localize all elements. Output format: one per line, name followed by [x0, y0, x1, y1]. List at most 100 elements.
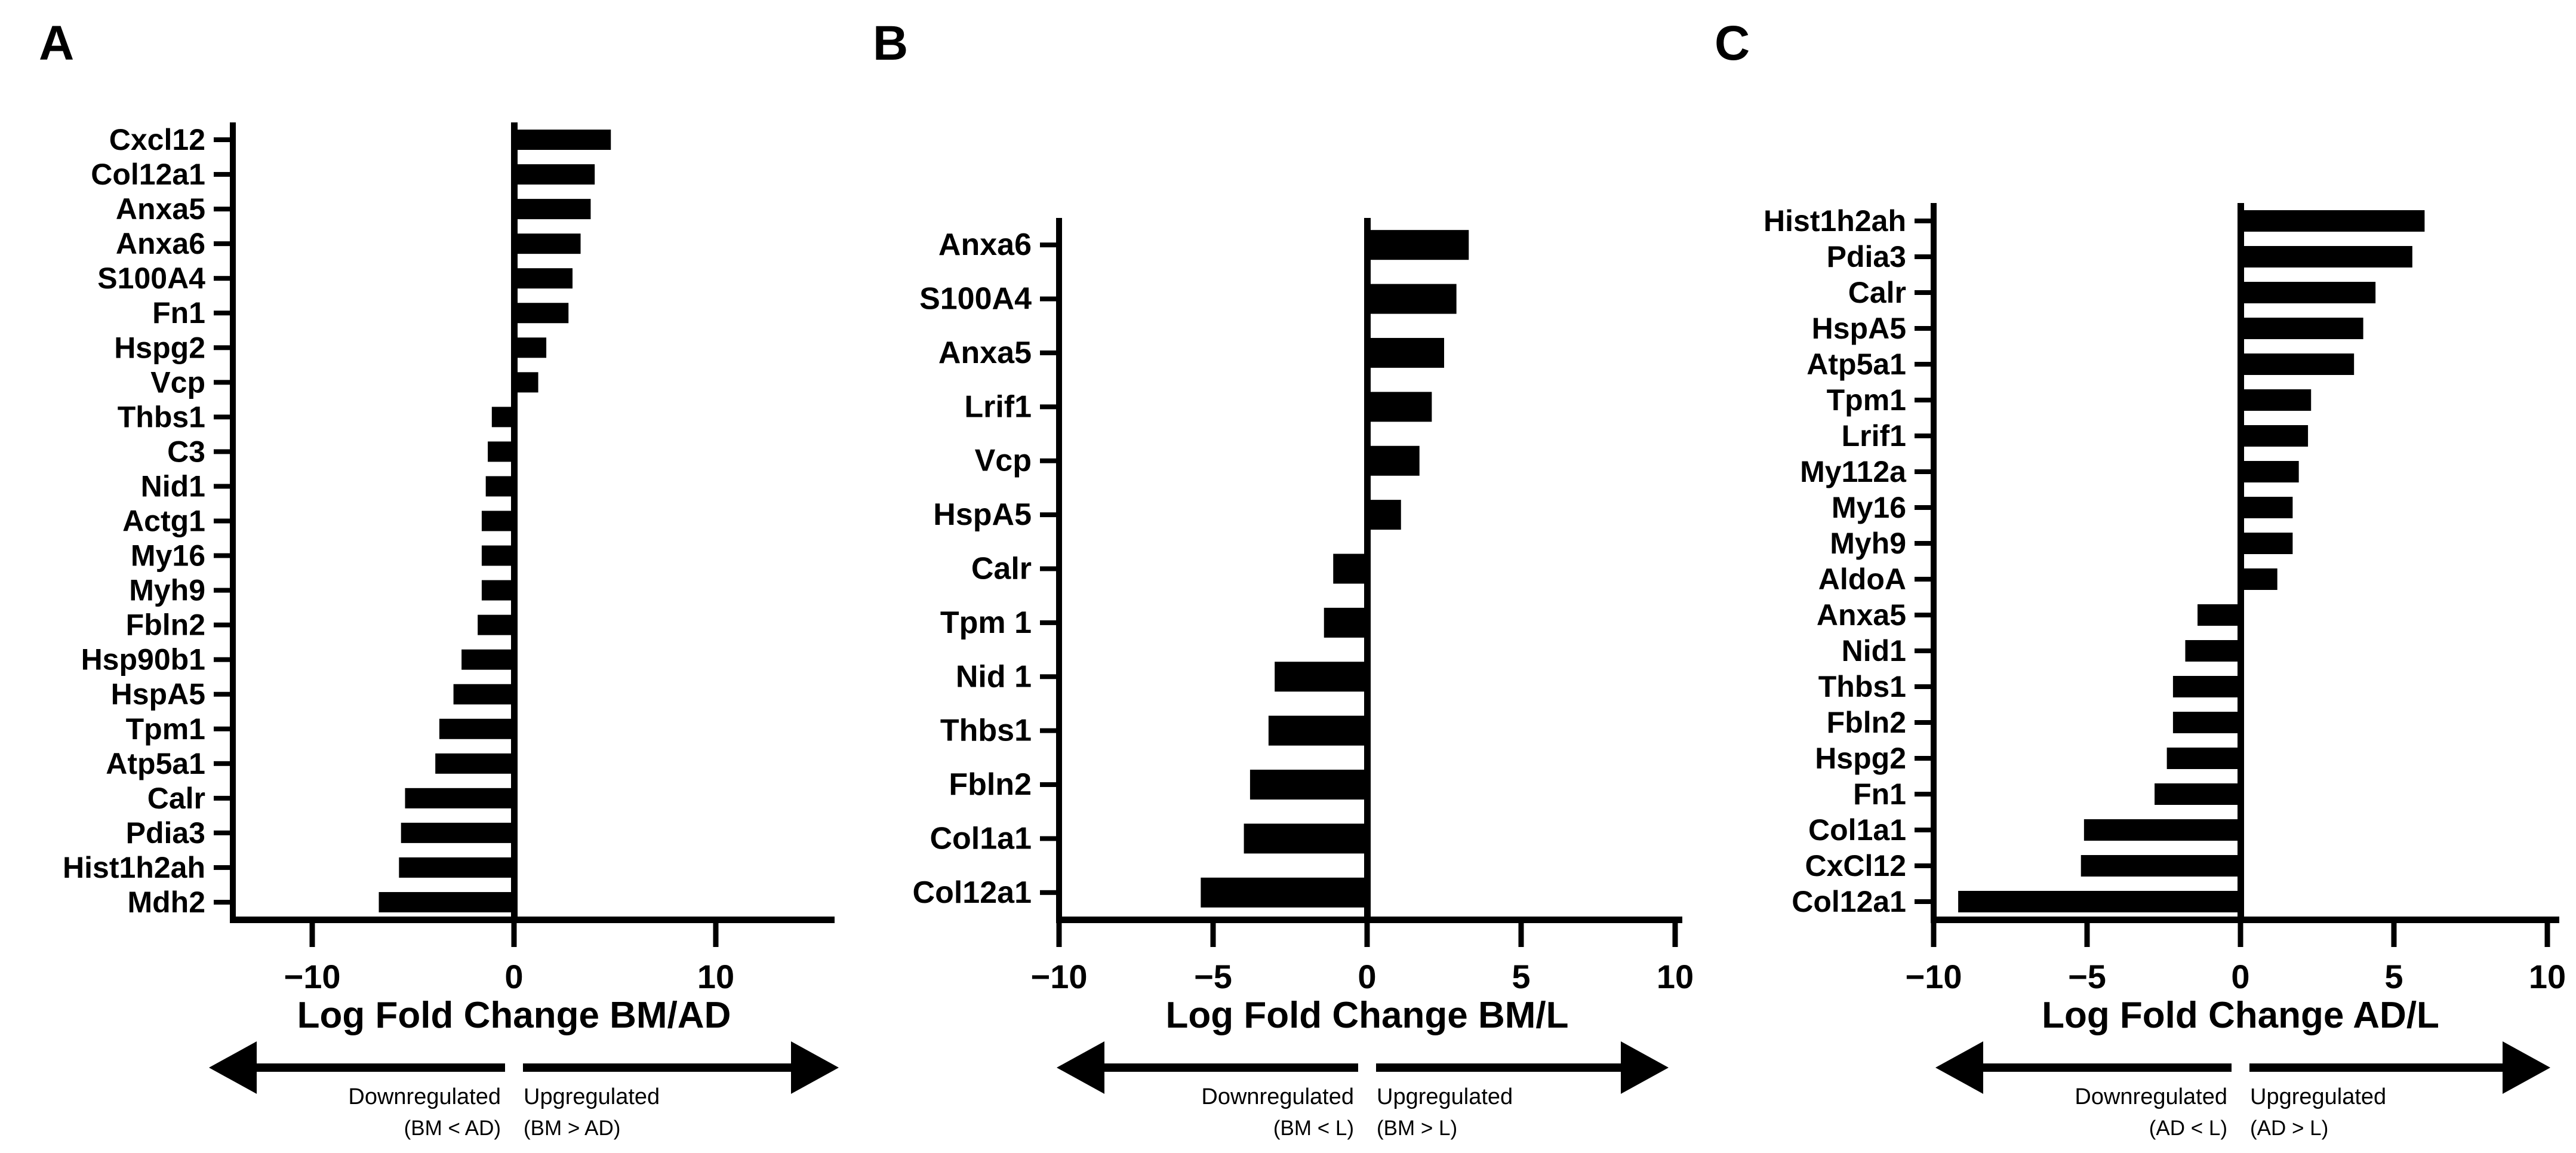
- gene-label: Hist1h2ah: [63, 851, 205, 884]
- bar: [2240, 425, 2309, 447]
- gene-tick: [214, 761, 233, 766]
- bar: [2166, 748, 2240, 769]
- gene-label: Col12a1: [1792, 885, 1906, 918]
- gene-label: Nid1: [1842, 634, 1906, 668]
- gene-label: Calr: [147, 782, 205, 815]
- gene-label: Anxa6: [116, 227, 205, 260]
- x-axis-title-C: Log Fold Change AD/L: [2042, 995, 2439, 1036]
- gene-label: Anxa5: [1817, 598, 1906, 632]
- gene-label: My16: [1832, 491, 1906, 524]
- bar: [481, 511, 514, 531]
- zero-line: [1364, 218, 1371, 923]
- right-arrowhead-icon: [1621, 1041, 1669, 1094]
- gene-tick: [214, 207, 233, 212]
- x-tick: [2238, 923, 2243, 947]
- gene-label: S100A4: [919, 282, 1032, 316]
- x-tick: [1056, 923, 1062, 947]
- x-tick-label: −10: [1906, 958, 1962, 995]
- x-axis-title-A: Log Fold Change BM/AD: [297, 995, 731, 1036]
- bar: [1367, 230, 1469, 260]
- gene-label: Thbs1: [118, 400, 205, 433]
- gene-label: C3: [167, 435, 205, 468]
- bar: [514, 233, 581, 254]
- x-tick: [2391, 923, 2397, 947]
- gene-tick: [214, 691, 233, 697]
- gene-tick: [1040, 620, 1059, 625]
- gene-tick: [214, 172, 233, 177]
- x-tick: [511, 923, 517, 947]
- x-tick: [1210, 923, 1216, 947]
- bar: [2081, 855, 2240, 877]
- bar: [514, 268, 573, 289]
- x-tick: [1672, 923, 1678, 947]
- gene-label: Calr: [1848, 276, 1906, 309]
- gene-tick: [1915, 469, 1934, 474]
- gene-label: Pdia3: [126, 816, 205, 850]
- gene-tick: [214, 622, 233, 628]
- gene-tick: [1915, 326, 1934, 331]
- gene-tick: [1915, 398, 1934, 402]
- gene-label: Atp5a1: [1806, 348, 1906, 381]
- gene-tick: [214, 518, 233, 524]
- x-tick: [1518, 923, 1524, 947]
- gene-label: Fn1: [152, 296, 205, 330]
- gene-tick: [1040, 836, 1059, 841]
- gene-label: My16: [131, 539, 205, 573]
- bar: [2172, 712, 2240, 733]
- gene-tick: [1915, 219, 1934, 223]
- gene-label: Calr: [971, 552, 1032, 586]
- x-tick-label: 10: [2529, 958, 2566, 995]
- gene-tick: [214, 484, 233, 489]
- gene-tick: [214, 449, 233, 454]
- bar: [1201, 877, 1367, 908]
- gene-tick: [214, 241, 233, 247]
- x-tick: [2544, 923, 2550, 947]
- gene-label: Lrif1: [1842, 419, 1906, 453]
- gene-tick: [214, 137, 233, 143]
- right-arrow-shaft: [1376, 1063, 1624, 1072]
- bar: [2240, 246, 2412, 268]
- gene-label: CxCl12: [1805, 849, 1906, 883]
- gene-tick: [1915, 290, 1934, 295]
- gene-label: S100A4: [97, 262, 205, 295]
- panel-letter-C: C: [1715, 16, 1750, 70]
- bar: [514, 164, 595, 185]
- bar: [2240, 497, 2293, 518]
- gene-tick: [1040, 890, 1059, 895]
- gene-tick: [1915, 899, 1934, 904]
- gene-label: Vcp: [975, 444, 1032, 478]
- gene-tick: [1915, 863, 1934, 868]
- x-tick-label: 0: [2231, 958, 2249, 995]
- gene-tick: [1040, 782, 1059, 788]
- bar: [1244, 823, 1367, 854]
- bar: [399, 857, 514, 878]
- x-tick-label: 0: [504, 958, 523, 995]
- bar: [514, 337, 547, 358]
- bar: [514, 372, 538, 393]
- zero-line: [511, 122, 518, 923]
- gene-label: Tpm 1: [940, 605, 1032, 640]
- upregulated-label-B: Upgregulated: [1377, 1084, 1513, 1109]
- gene-label: Anxa5: [938, 336, 1032, 370]
- x-tick: [1931, 923, 1937, 947]
- bar: [1249, 770, 1367, 800]
- left-arrow-shaft: [1980, 1063, 2232, 1072]
- gene-label: Tpm1: [1827, 383, 1906, 417]
- bar: [1367, 284, 1457, 314]
- bar: [1958, 891, 2240, 912]
- gene-label: Col12a1: [913, 875, 1032, 910]
- x-tick-label: −5: [2068, 958, 2106, 995]
- bar: [488, 441, 514, 462]
- left-arrow-shaft: [1101, 1063, 1358, 1072]
- bar: [2185, 640, 2240, 662]
- gene-label: Vcp: [150, 365, 205, 399]
- bar: [401, 822, 514, 843]
- gene-tick: [214, 310, 233, 316]
- upregulated-sublabel-C: (AD > L): [2250, 1117, 2329, 1140]
- right-arrow-shaft: [2249, 1063, 2506, 1072]
- gene-label: Pdia3: [1827, 240, 1906, 273]
- bar: [1268, 715, 1367, 746]
- gene-label: Hsp90b1: [81, 643, 205, 677]
- bar: [378, 891, 514, 912]
